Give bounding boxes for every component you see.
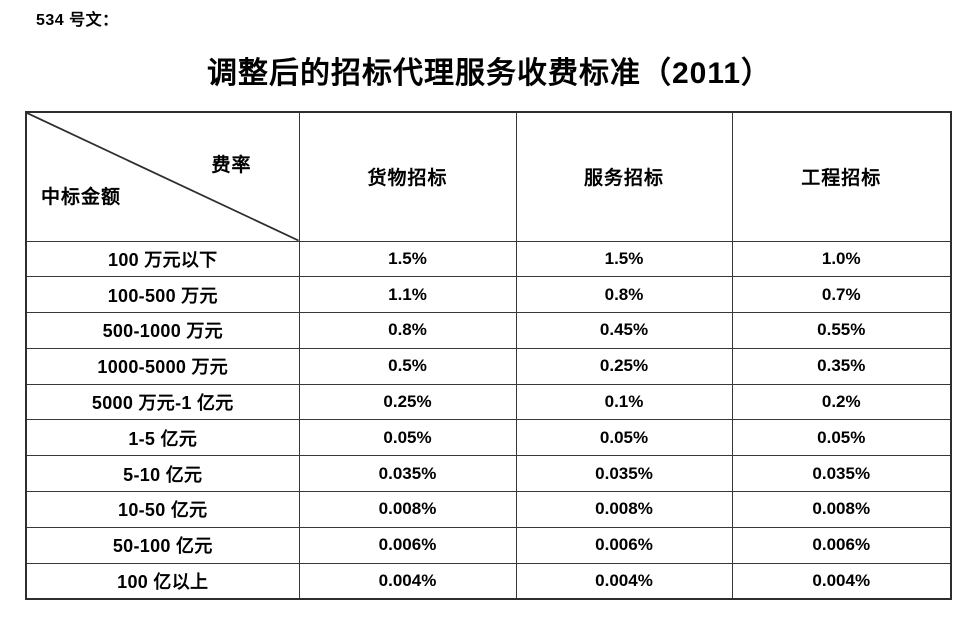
table-row: 1000-5000 万元 0.5% 0.25% 0.35% [25,347,952,385]
corner-label-amount: 中标金额 [41,187,122,208]
fee-value-cell: 0.006% [515,526,733,564]
row-label-cell: 100 亿以上 [25,562,300,600]
fee-value-cell: 0.008% [298,491,517,528]
fee-value-cell: 0.45% [515,312,733,349]
fee-value-cell: 0.35% [731,347,952,385]
row-label-cell: 100-500 万元 [25,276,300,314]
fee-value-cell: 1.0% [731,240,952,278]
row-label-cell: 50-100 亿元 [25,526,300,564]
header-row: 费率 中标金额 货物招标 服务招标 工程招标 [25,111,952,242]
row-label-cell: 100 万元以下 [25,240,300,278]
diagonal-divider-line [27,113,298,240]
fee-value-cell: 0.006% [298,526,517,564]
fee-value-cell: 0.006% [731,526,952,564]
table-row: 50-100 亿元 0.006% 0.006% 0.006% [25,526,952,564]
row-label-cell: 500-1000 万元 [25,312,300,349]
fee-value-cell: 0.5% [298,347,517,385]
fee-value-cell: 0.7% [731,276,952,314]
fee-value-cell: 0.05% [731,419,952,457]
fee-value-cell: 0.25% [298,383,517,421]
fee-value-cell: 0.05% [515,419,733,457]
fee-value-cell: 1.1% [298,276,517,314]
fee-value-cell: 0.8% [515,276,733,314]
fee-value-cell: 0.008% [515,491,733,528]
table-row: 5000 万元-1 亿元 0.25% 0.1% 0.2% [25,383,952,421]
fee-value-cell: 0.05% [298,419,517,457]
fee-value-cell: 0.004% [731,562,952,600]
table-row: 100 亿以上 0.004% 0.004% 0.004% [25,562,952,600]
fee-value-cell: 0.8% [298,312,517,349]
fee-table: 费率 中标金额 货物招标 服务招标 工程招标 100 万元以下 1.5% 1.5… [25,111,952,600]
row-label-cell: 1000-5000 万元 [25,347,300,385]
fee-value-cell: 0.55% [731,312,952,349]
doc-number: 534 号文： [36,12,119,29]
table-corner-cell: 费率 中标金额 [25,111,300,242]
fee-value-cell: 0.1% [515,383,733,421]
fee-value-cell: 1.5% [515,240,733,278]
row-label-cell: 5000 万元-1 亿元 [25,383,300,421]
fee-value-cell: 0.008% [731,491,952,528]
fee-value-cell: 1.5% [298,240,517,278]
page-title: 调整后的招标代理服务收费标准（2011） [206,57,773,90]
fee-value-cell: 0.035% [515,455,733,493]
fee-value-cell: 0.004% [298,562,517,600]
fee-value-cell: 0.035% [731,455,952,493]
column-header-services: 服务招标 [515,111,733,242]
fee-value-cell: 0.2% [731,383,952,421]
table-row: 100 万元以下 1.5% 1.5% 1.0% [25,240,952,278]
column-header-engineering: 工程招标 [731,111,952,242]
row-label-cell: 1-5 亿元 [25,419,300,457]
row-label-cell: 5-10 亿元 [25,455,300,493]
fee-value-cell: 0.035% [298,455,517,493]
fee-value-cell: 0.004% [515,562,733,600]
table-row: 100-500 万元 1.1% 0.8% 0.7% [25,276,952,314]
corner-label-rate: 费率 [211,155,252,176]
column-header-goods: 货物招标 [298,111,517,242]
table-row: 5-10 亿元 0.035% 0.035% 0.035% [25,455,952,493]
row-label-cell: 10-50 亿元 [25,491,300,528]
table-row: 1-5 亿元 0.05% 0.05% 0.05% [25,419,952,457]
table-row: 10-50 亿元 0.008% 0.008% 0.008% [25,491,952,528]
fee-value-cell: 0.25% [515,347,733,385]
table-row: 500-1000 万元 0.8% 0.45% 0.55% [25,312,952,349]
